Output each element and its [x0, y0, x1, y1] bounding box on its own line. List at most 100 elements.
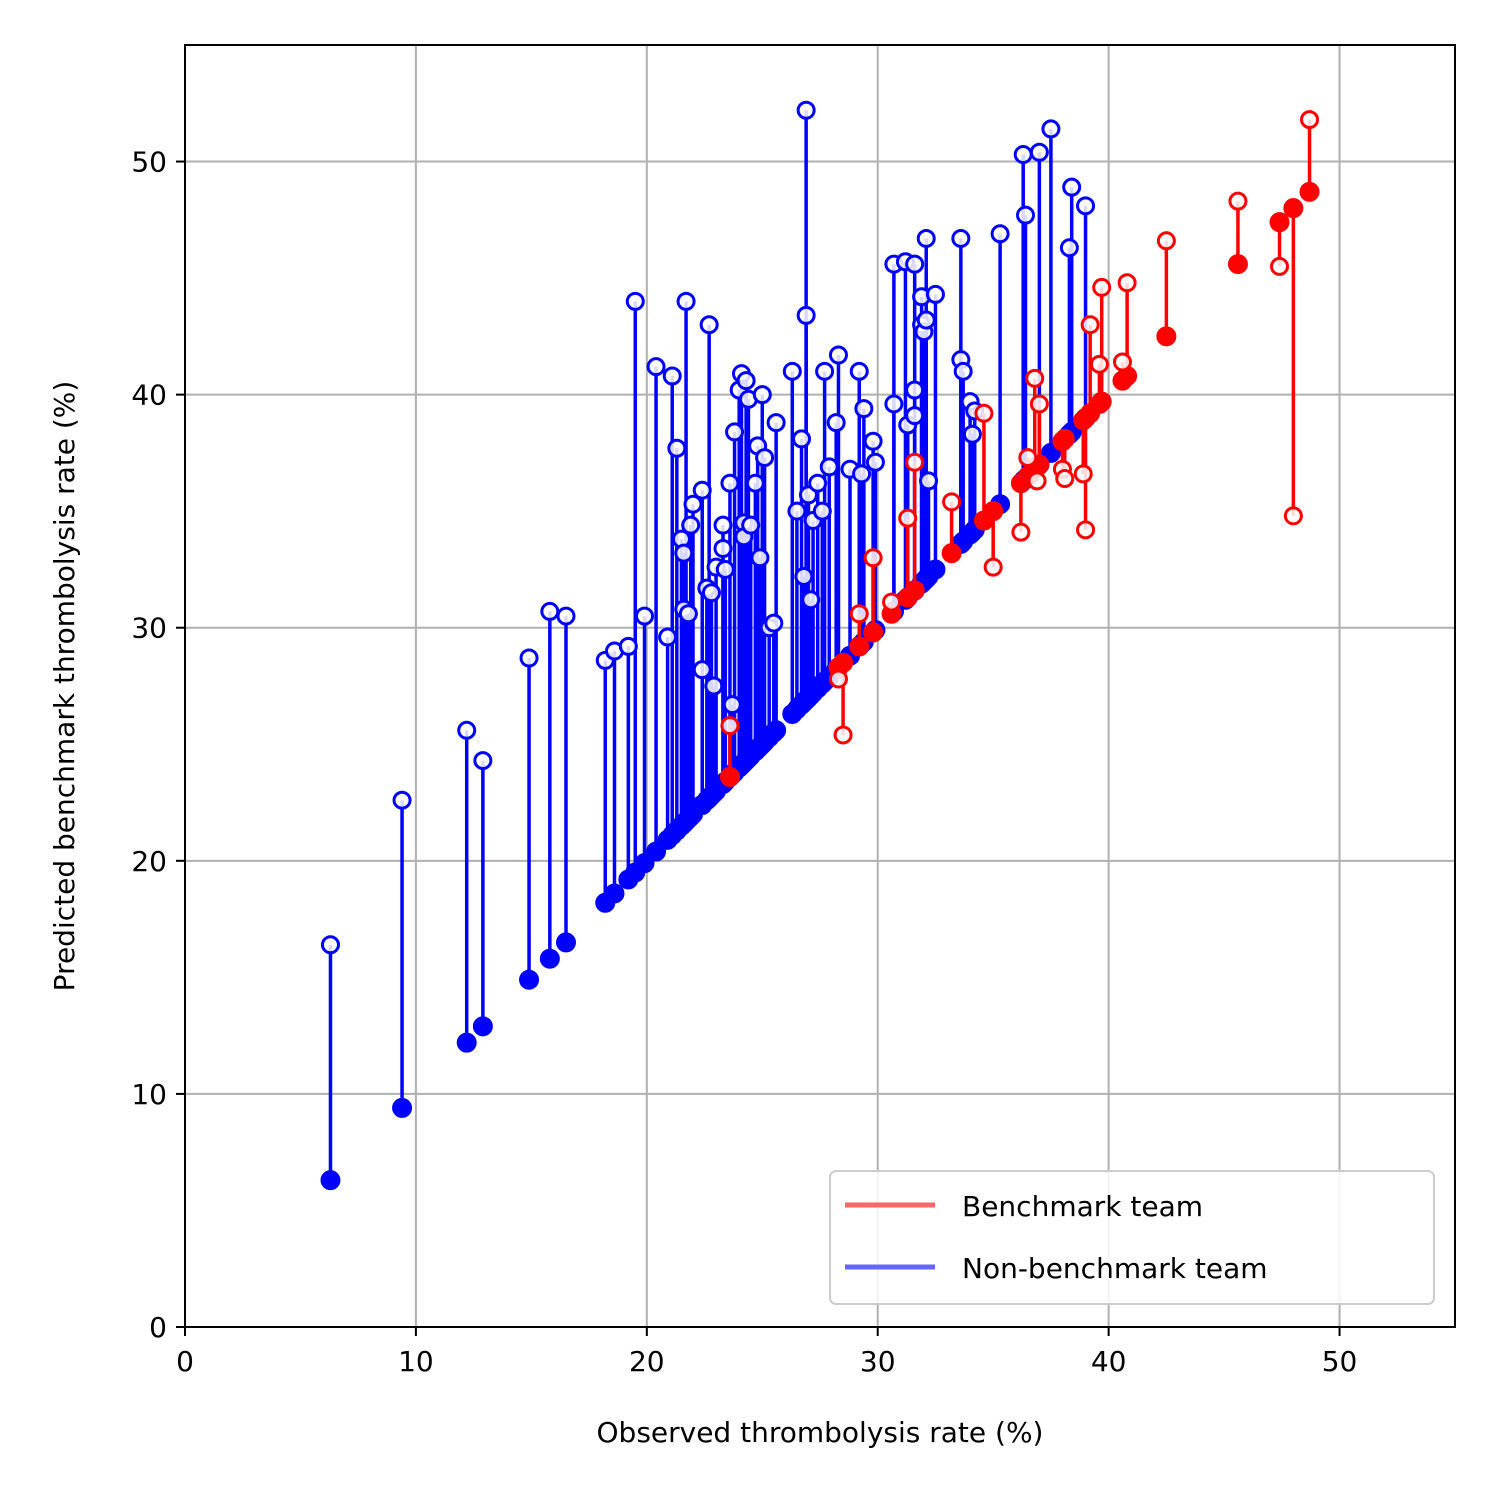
x-tick-label: 10 [398, 1345, 434, 1378]
non-benchmark-predicted-point [725, 422, 745, 442]
benchmark-predicted-point [1092, 277, 1112, 297]
non-benchmark-predicted-point [925, 284, 945, 304]
non-benchmark-predicted-point [826, 413, 846, 433]
non-benchmark-predicted-point [752, 385, 772, 405]
y-tick-label: 10 [131, 1078, 167, 1111]
benchmark-predicted-point [974, 403, 994, 423]
non-benchmark-observed-point [604, 883, 625, 904]
benchmark-observed-point [1269, 212, 1290, 233]
non-benchmark-observed-point [539, 948, 560, 969]
non-benchmark-predicted-point [713, 538, 733, 558]
non-benchmark-observed-point [456, 1032, 477, 1053]
non-benchmark-predicted-point [916, 228, 936, 248]
legend-box [829, 1170, 1435, 1305]
benchmark-series [719, 110, 1320, 787]
non-benchmark-predicted-point [692, 660, 712, 680]
non-benchmark-predicted-point [750, 548, 770, 568]
non-benchmark-predicted-point [812, 501, 832, 521]
non-benchmark-predicted-point [457, 720, 477, 740]
non-benchmark-predicted-point [794, 566, 814, 586]
benchmark-predicted-point [983, 557, 1003, 577]
non-benchmark-predicted-point [1076, 196, 1096, 216]
benchmark-predicted-point [849, 604, 869, 624]
benchmark-predicted-point [1283, 506, 1303, 526]
non-benchmark-observed-point [634, 853, 655, 874]
data-series [320, 100, 1320, 1191]
non-benchmark-predicted-point [676, 291, 696, 311]
plot-frame [184, 44, 1456, 1328]
non-benchmark-predicted-point [646, 357, 666, 377]
y-tick-label: 30 [131, 612, 167, 645]
non-benchmark-predicted-point [916, 310, 936, 330]
non-benchmark-predicted-point [801, 590, 821, 610]
benchmark-predicted-point [863, 548, 883, 568]
non-benchmark-predicted-point [755, 448, 775, 468]
non-benchmark-predicted-point [701, 583, 721, 603]
non-benchmark-observed-point [472, 1016, 493, 1037]
non-benchmark-observed-point [556, 932, 576, 953]
benchmark-observed-point [719, 766, 740, 787]
non-benchmark-predicted-point [519, 648, 539, 668]
non-benchmark-predicted-point [951, 228, 971, 248]
non-benchmark-predicted-point [674, 543, 694, 563]
non-benchmark-observed-point [392, 1097, 413, 1118]
benchmark-observed-point [863, 622, 884, 643]
non-benchmark-predicted-point [766, 413, 786, 433]
non-benchmark-predicted-point [473, 751, 493, 771]
non-benchmark-predicted-point [808, 473, 828, 493]
non-benchmark-predicted-point [540, 601, 560, 621]
benchmark-predicted-point [942, 492, 962, 512]
non-benchmark-predicted-point [1029, 142, 1049, 162]
y-tick-label: 20 [131, 845, 167, 878]
x-tick-label: 40 [1091, 1345, 1127, 1378]
legend-benchmark-label: Benchmark team [962, 1190, 1203, 1223]
benchmark-predicted-point [1117, 273, 1137, 293]
non-benchmark-predicted-point [635, 606, 655, 626]
non-benchmark-predicted-point [713, 515, 733, 535]
non-benchmark-predicted-point [815, 361, 835, 381]
axis-ticks: 0 10 20 30 40 50 0 10 20 30 40 50 [131, 146, 1357, 1378]
non-benchmark-predicted-point [962, 424, 982, 444]
non-benchmark-predicted-point [849, 361, 869, 381]
y-tick-label: 0 [149, 1311, 167, 1344]
non-benchmark-series [320, 100, 1096, 1191]
non-benchmark-predicted-point [658, 627, 678, 647]
non-benchmark-predicted-point [828, 345, 848, 365]
non-benchmark-observed-point [1040, 442, 1061, 463]
non-benchmark-predicted-point [905, 406, 925, 426]
non-benchmark-predicted-point [852, 464, 872, 484]
benchmark-predicted-point [905, 452, 925, 472]
benchmark-predicted-point [898, 508, 918, 528]
non-benchmark-predicted-point [953, 361, 973, 381]
benchmark-predicted-point [1080, 315, 1100, 335]
non-benchmark-observed-point [519, 969, 540, 990]
non-benchmark-predicted-point [782, 361, 802, 381]
benchmark-predicted-point [1011, 522, 1031, 542]
non-benchmark-predicted-point [745, 473, 765, 493]
benchmark-predicted-point [1228, 191, 1248, 211]
non-benchmark-predicted-point [704, 676, 724, 696]
benchmark-predicted-point [1300, 110, 1320, 130]
non-benchmark-predicted-point [796, 305, 816, 325]
non-benchmark-predicted-point [1013, 145, 1033, 165]
x-tick-label: 50 [1322, 1345, 1358, 1378]
benchmark-predicted-point [1089, 354, 1109, 374]
benchmark-observed-point [1091, 391, 1112, 412]
non-benchmark-predicted-point [865, 452, 885, 472]
non-benchmark-predicted-point [618, 636, 638, 656]
x-tick-label: 0 [176, 1345, 194, 1378]
benchmark-predicted-point [720, 716, 740, 736]
non-benchmark-predicted-point [863, 431, 883, 451]
non-benchmark-predicted-point [683, 494, 703, 514]
non-benchmark-predicted-point [556, 606, 576, 626]
benchmark-predicted-point [1073, 464, 1093, 484]
legend-non-benchmark-label: Non-benchmark team [962, 1252, 1268, 1285]
non-benchmark-predicted-point [819, 457, 839, 477]
benchmark-observed-point [1227, 254, 1248, 275]
benchmark-predicted-point [1055, 469, 1075, 489]
benchmark-predicted-point [1156, 231, 1176, 251]
benchmark-predicted-point [833, 725, 853, 745]
benchmark-predicted-point [1025, 368, 1045, 388]
non-benchmark-predicted-point [905, 254, 925, 274]
benchmark-predicted-point [1076, 520, 1096, 540]
